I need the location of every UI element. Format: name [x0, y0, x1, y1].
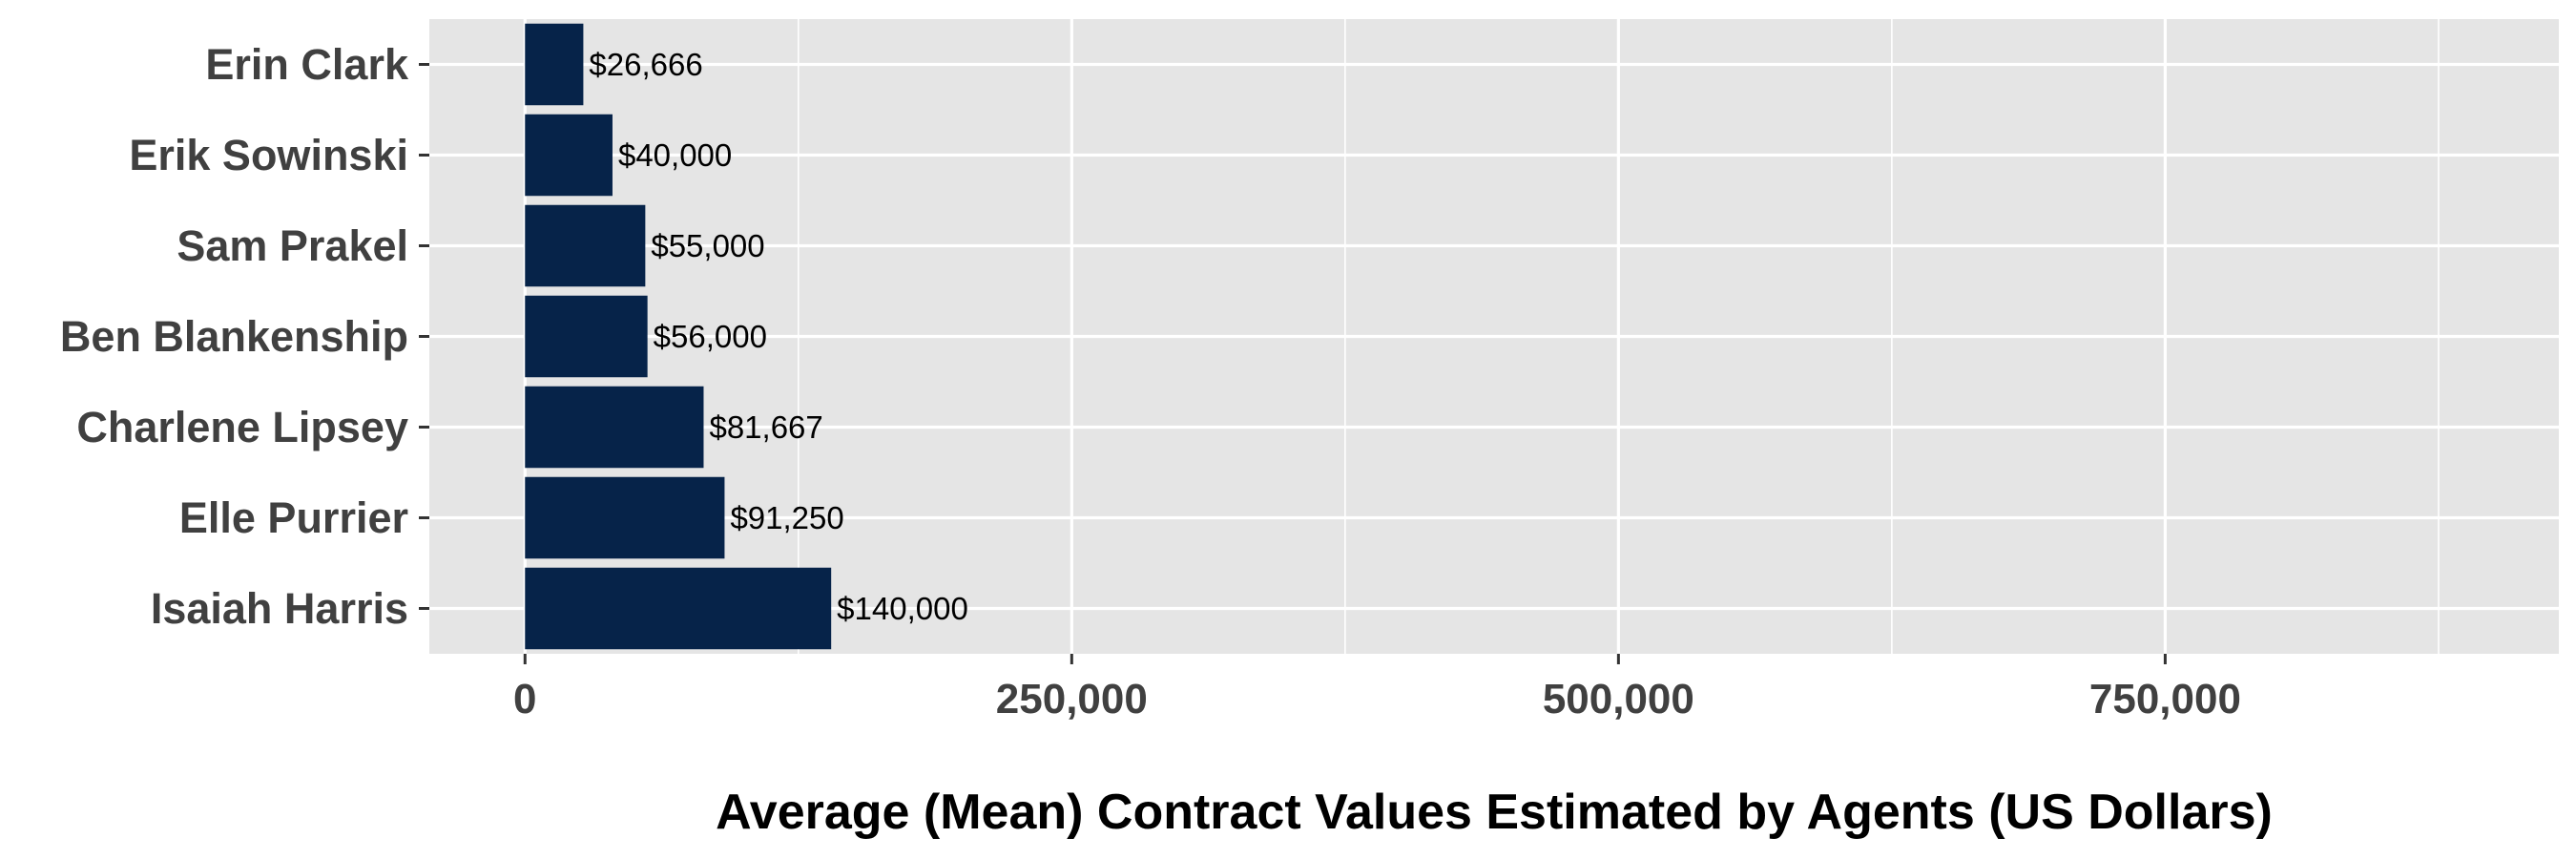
x-axis-title: Average (Mean) Contract Values Estimated…	[716, 785, 2273, 840]
bar-isaiah-harris	[525, 567, 832, 650]
data-label: $40,000	[618, 137, 732, 173]
bar-erik-sowinski	[525, 114, 613, 197]
bar-sam-prakel	[525, 204, 646, 287]
data-label: $91,250	[730, 500, 843, 535]
bar-elle-purrier	[525, 476, 725, 559]
bar-ben-blankenship	[525, 295, 648, 378]
x-axis: 0 250,000 500,000 750,000	[513, 654, 2241, 723]
category-label: Isaiah Harris	[151, 584, 408, 633]
bars	[525, 23, 832, 650]
category-label: Erin Clark	[205, 40, 409, 89]
data-label: $26,666	[589, 47, 702, 82]
x-tick-label: 0	[513, 676, 536, 723]
x-tick-label: 750,000	[2089, 676, 2241, 723]
data-label: $56,000	[654, 319, 767, 354]
data-label: $55,000	[651, 228, 764, 263]
data-label: $81,667	[709, 409, 822, 445]
data-label: $140,000	[837, 591, 968, 626]
category-label: Elle Purrier	[179, 493, 408, 542]
gridlines	[429, 19, 2559, 654]
x-tick-label: 500,000	[1543, 676, 1694, 723]
category-label: Charlene Lipsey	[76, 403, 408, 451]
data-labels: $26,666 $40,000 $55,000 $56,000 $81,667 $91,2…	[589, 47, 967, 626]
bar-charlene-lipsey	[525, 386, 704, 469]
category-label: Sam Prakel	[177, 221, 408, 270]
category-label: Erik Sowinski	[129, 131, 408, 179]
category-label: Ben Blankenship	[60, 312, 408, 361]
bar-erin-clark	[525, 23, 584, 106]
x-tick-label: 250,000	[996, 676, 1148, 723]
y-axis: Erin Clark Erik Sowinski Sam Prakel Ben Bla…	[60, 40, 429, 633]
